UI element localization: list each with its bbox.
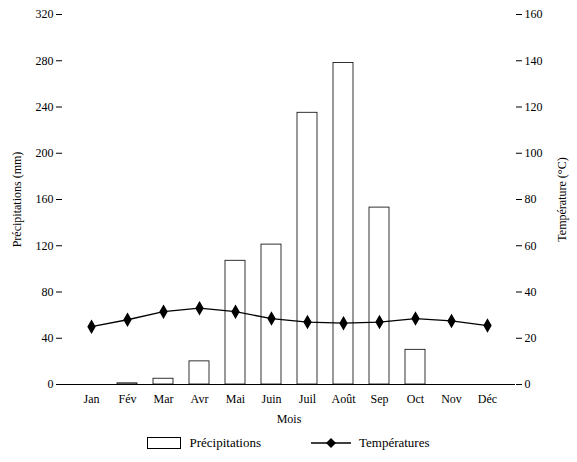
svg-text:Mar: Mar [154,392,174,406]
svg-text:120: 120 [525,100,543,114]
svg-text:120: 120 [36,239,54,253]
svg-text:Sep: Sep [371,392,389,406]
svg-text:0: 0 [48,377,54,391]
html-text:Températures: Températures [359,435,430,450]
svg-text:Août: Août [332,392,357,406]
svg-text:40: 40 [525,285,537,299]
svg-text:100: 100 [525,146,543,160]
svg-text:Mai: Mai [226,392,246,406]
svg-text:80: 80 [525,192,537,206]
svg-text:Précipitations (mm): Précipitations (mm) [10,152,24,248]
svg-text:Nov: Nov [441,392,462,406]
svg-text:Déc: Déc [478,392,497,406]
svg-text:Température (°C): Température (°C) [555,157,569,241]
svg-text:200: 200 [36,146,54,160]
html-text:Précipitations: Précipitations [189,435,261,450]
svg-text:Avr: Avr [191,392,209,406]
svg-text:80: 80 [42,285,54,299]
svg-text:Juil: Juil [299,392,317,406]
svg-text:0: 0 [525,377,531,391]
svg-text:60: 60 [525,239,537,253]
svg-text:Fév: Fév [119,392,137,406]
svg-text:320: 320 [36,7,54,21]
svg-text:20: 20 [525,331,537,345]
svg-text:Juin: Juin [261,392,281,406]
svg-text:240: 240 [36,100,54,114]
svg-text:Mois: Mois [277,412,302,426]
svg-text:140: 140 [525,54,543,68]
svg-text:Jan: Jan [84,392,100,406]
svg-text:160: 160 [525,7,543,21]
svg-text:280: 280 [36,54,54,68]
svg-text:Oct: Oct [407,392,425,406]
svg-text:40: 40 [42,331,54,345]
svg-text:160: 160 [36,192,54,206]
